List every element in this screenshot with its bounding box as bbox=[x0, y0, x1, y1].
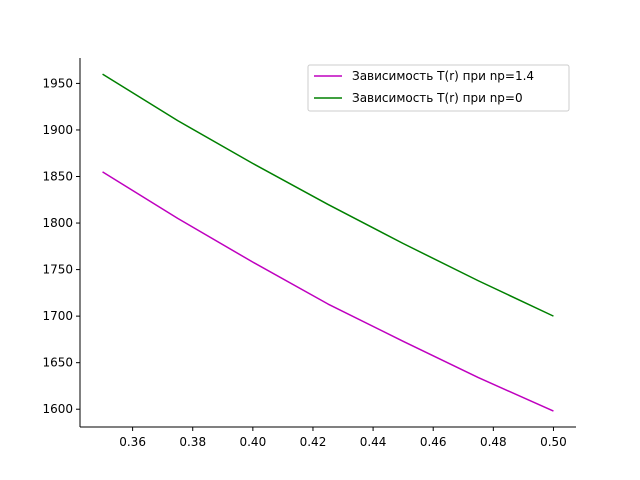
y-tick-label: 1900 bbox=[42, 123, 73, 137]
legend-box bbox=[307, 64, 570, 112]
y-tick-label: 1950 bbox=[42, 76, 73, 90]
legend-label-np-0: Зависимость T(r) при np=0 bbox=[352, 91, 523, 105]
x-tick-label: 0.50 bbox=[540, 435, 567, 449]
legend-label-np-1-4: Зависимость T(r) при np=1.4 bbox=[352, 69, 534, 83]
y-tick-label: 1600 bbox=[42, 402, 73, 416]
series-line-0 bbox=[102, 171, 554, 412]
legend: Зависимость T(r) при np=1.4 Зависимость … bbox=[307, 64, 570, 112]
y-ticks: 1600 1650 1700 1750 1800 1850 1900 1950 bbox=[42, 76, 80, 416]
axes bbox=[79, 58, 576, 428]
x-tick-label: 0.46 bbox=[420, 435, 447, 449]
y-tick-label: 1850 bbox=[42, 170, 73, 184]
x-ticks: 0.36 0.38 0.40 0.42 0.44 0.46 0.48 0.50 bbox=[119, 427, 567, 449]
x-tick-label: 0.40 bbox=[239, 435, 266, 449]
series-layer bbox=[102, 73, 554, 412]
y-tick-label: 1700 bbox=[42, 309, 73, 323]
x-tick-label: 0.48 bbox=[480, 435, 507, 449]
x-tick-label: 0.42 bbox=[300, 435, 327, 449]
y-tick-label: 1800 bbox=[42, 216, 73, 230]
series-line-1 bbox=[102, 73, 554, 317]
x-tick-label: 0.38 bbox=[179, 435, 206, 449]
x-tick-label: 0.36 bbox=[119, 435, 146, 449]
y-tick-label: 1650 bbox=[42, 356, 73, 370]
x-tick-label: 0.44 bbox=[360, 435, 387, 449]
y-tick-label: 1750 bbox=[42, 263, 73, 277]
